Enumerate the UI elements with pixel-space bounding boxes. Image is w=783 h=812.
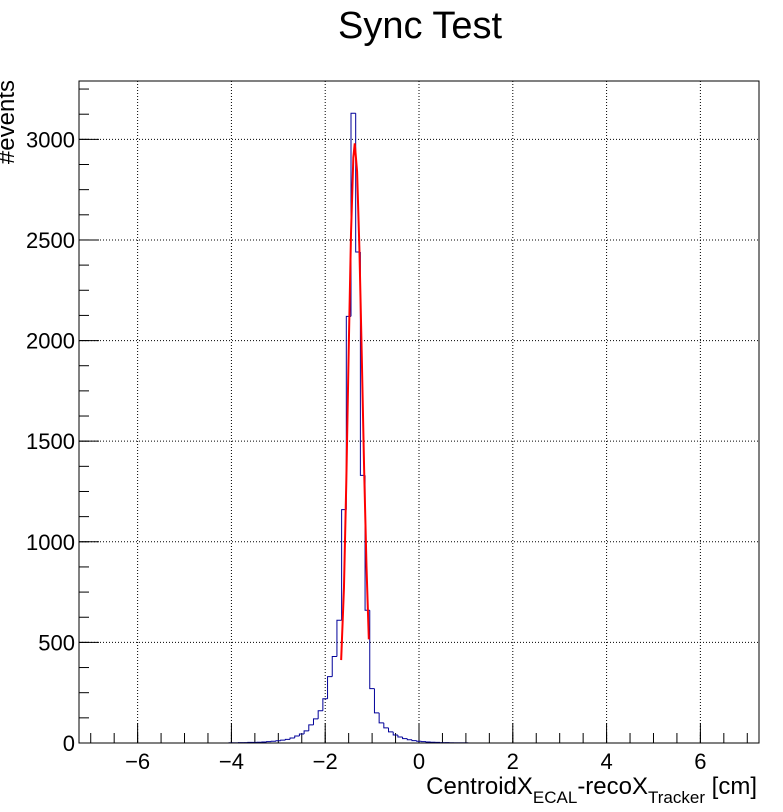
histogram-bin xyxy=(298,733,305,736)
histogram-bin xyxy=(406,738,412,741)
histogram-bin xyxy=(331,655,337,677)
histogram-bin xyxy=(336,619,342,657)
fit-curve xyxy=(340,143,370,661)
histogram-bin xyxy=(402,736,408,740)
histogram-bin xyxy=(280,739,286,741)
y-tick-label: 0 xyxy=(63,731,75,756)
histogram-bin xyxy=(383,722,389,729)
x-label-sub: ECAL xyxy=(533,788,577,807)
y-tick-label: 1500 xyxy=(26,429,75,454)
x-tick-label: −6 xyxy=(125,749,150,774)
histogram-bin xyxy=(327,676,333,699)
chart-title: Sync Test xyxy=(338,5,502,47)
x-tick-label: 2 xyxy=(507,749,519,774)
y-tick-label: 2500 xyxy=(26,228,75,253)
histogram-bin xyxy=(373,688,380,714)
y-tick-label: 2000 xyxy=(26,329,75,354)
y-tick-label: 500 xyxy=(38,630,75,655)
histogram-bin xyxy=(416,740,422,742)
histogram-bin xyxy=(289,737,295,740)
plot-frame xyxy=(78,80,760,744)
x-axis-label: CentroidXECAL-recoXTracker [cm] xyxy=(426,773,757,807)
histogram-bin xyxy=(284,738,291,741)
histogram-bin xyxy=(317,710,323,719)
x-label-part: CentroidX xyxy=(426,773,533,800)
histogram-bin xyxy=(411,739,417,742)
x-tick-label: 0 xyxy=(413,749,425,774)
x-tick-label: −4 xyxy=(219,749,244,774)
x-tick-label: −2 xyxy=(313,749,338,774)
y-tick-label: 1000 xyxy=(26,530,75,555)
histogram-bin xyxy=(392,731,398,736)
histogram-bin xyxy=(322,698,328,711)
x-label-part: [cm] xyxy=(705,773,757,800)
histogram-bin xyxy=(397,734,403,738)
histogram-bin xyxy=(388,727,394,733)
histogram-bin xyxy=(369,610,375,690)
x-tick-label: 4 xyxy=(600,749,612,774)
histogram-bin xyxy=(294,735,300,738)
histogram-bin xyxy=(308,724,314,731)
x-tick-label: 6 xyxy=(694,749,706,774)
histogram-bin xyxy=(378,712,384,724)
histogram-bin xyxy=(312,718,319,725)
y-tick-label: 3000 xyxy=(26,127,75,152)
x-label-part: -recoX xyxy=(577,773,648,800)
histogram-bin xyxy=(303,730,309,734)
y-axis-label: #events xyxy=(0,80,20,164)
x-label-sub: Tracker xyxy=(648,788,705,807)
